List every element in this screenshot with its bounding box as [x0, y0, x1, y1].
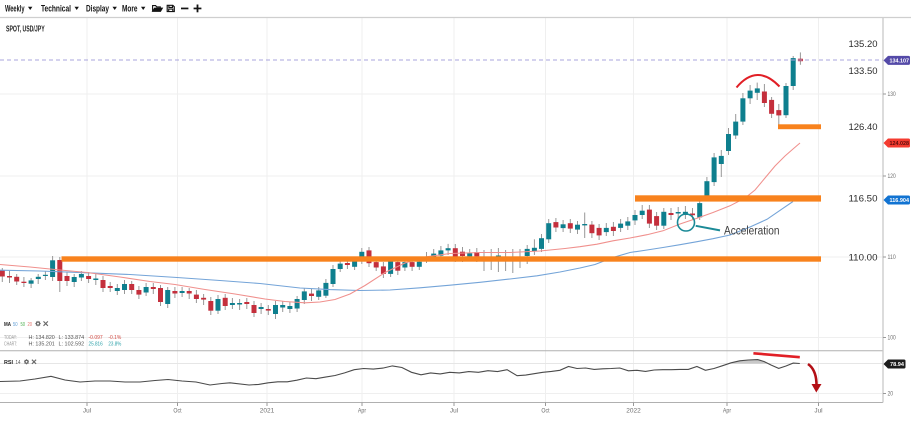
svg-text:Acceleration: Acceleration	[724, 226, 780, 238]
svg-text:Weekly: Weekly	[5, 4, 25, 14]
svg-text:Apr: Apr	[723, 407, 732, 414]
svg-text:Technical: Technical	[41, 4, 71, 14]
svg-text:133.50: 133.50	[849, 66, 878, 76]
svg-text:50: 50	[13, 322, 18, 328]
svg-text:110: 110	[888, 254, 897, 261]
svg-text:Jul: Jul	[83, 407, 92, 414]
svg-text:135.20: 135.20	[849, 39, 878, 49]
svg-text:RSI: RSI	[4, 360, 13, 366]
svg-text:25.816: 25.816	[89, 341, 103, 347]
svg-text:TODAY:: TODAY:	[4, 335, 17, 341]
svg-text:50: 50	[21, 322, 26, 328]
svg-text:H: 134.820: H: 134.820	[29, 335, 55, 341]
svg-text:124.028: 124.028	[890, 141, 910, 147]
svg-text:H: 135.201: H: 135.201	[29, 341, 55, 347]
svg-text:More: More	[122, 4, 138, 14]
svg-text:Display: Display	[86, 4, 110, 14]
svg-text:20: 20	[888, 391, 894, 398]
svg-text:-0.1%: -0.1%	[108, 335, 121, 341]
svg-text:CHART:: CHART:	[4, 341, 17, 347]
svg-text:126.40: 126.40	[849, 122, 878, 132]
svg-text:-0.097: -0.097	[89, 335, 103, 341]
svg-text:L: 133.874: L: 133.874	[59, 335, 85, 341]
svg-text:2022: 2022	[626, 407, 641, 414]
svg-text:78.94: 78.94	[890, 362, 905, 368]
svg-text:SPOT, USD/JPY: SPOT, USD/JPY	[6, 25, 45, 34]
svg-text:2021: 2021	[260, 407, 275, 414]
svg-text:20: 20	[28, 322, 33, 328]
svg-text:116.50: 116.50	[849, 194, 878, 204]
svg-text:14: 14	[16, 360, 21, 366]
svg-text:134.107: 134.107	[890, 59, 910, 65]
svg-text:110.00: 110.00	[849, 253, 878, 263]
svg-text:Jul: Jul	[450, 407, 459, 414]
svg-text:Jul: Jul	[814, 407, 823, 414]
svg-text:116.904: 116.904	[890, 198, 910, 204]
svg-text:Apr: Apr	[358, 407, 367, 414]
svg-text:Oct: Oct	[541, 407, 549, 414]
svg-text:100: 100	[888, 335, 897, 342]
svg-text:L: 102.592: L: 102.592	[59, 341, 85, 347]
svg-text:23.8%: 23.8%	[108, 341, 121, 347]
svg-text:Oct: Oct	[173, 407, 181, 414]
svg-text:MA: MA	[4, 322, 11, 328]
svg-text:120: 120	[888, 173, 897, 180]
svg-text:130: 130	[888, 91, 897, 98]
